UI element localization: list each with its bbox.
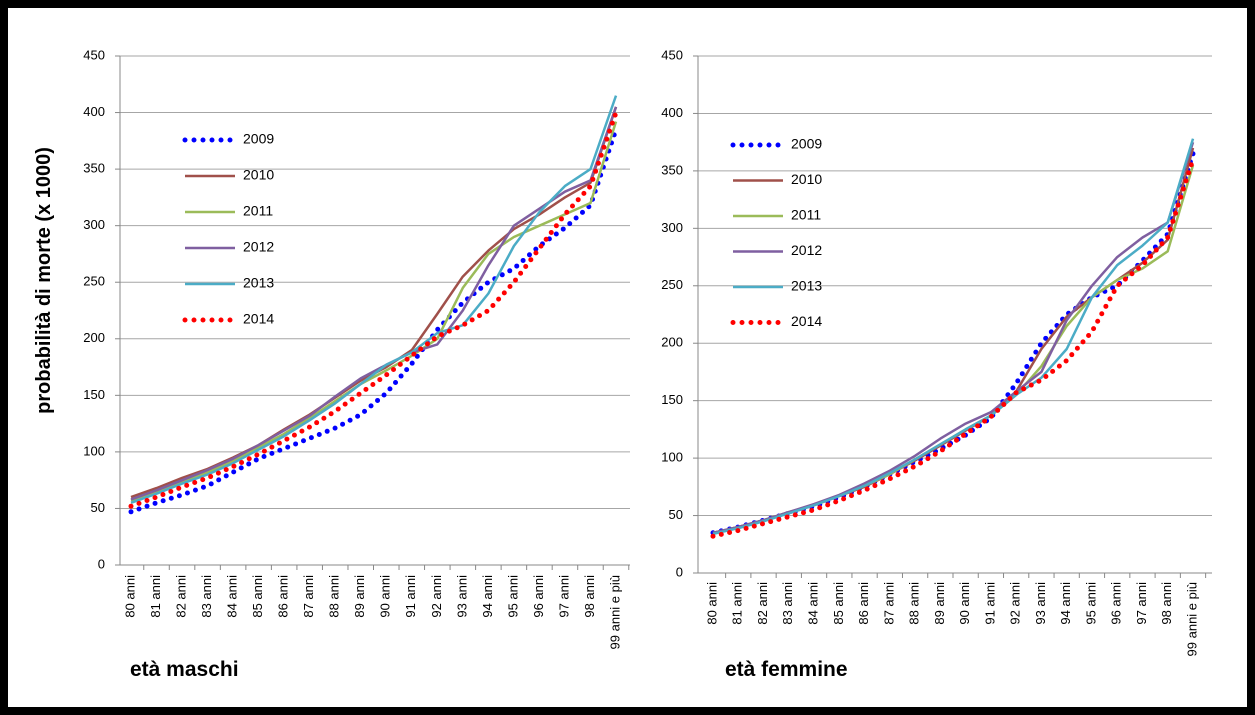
y-tick-label: 100 — [661, 450, 683, 465]
legend-label: 2009 — [791, 136, 822, 152]
y-tick-label: 300 — [83, 217, 105, 232]
x-tick-label: 98 anni — [1159, 582, 1174, 625]
y-tick-label: 250 — [661, 277, 683, 292]
y-tick-label: 250 — [83, 274, 105, 289]
x-axis-title: età femmine — [725, 658, 848, 681]
legend-label: 2012 — [791, 242, 822, 258]
x-tick-label: 93 anni — [454, 575, 469, 618]
x-tick-label: 85 anni — [831, 582, 846, 625]
x-tick-label: 90 anni — [378, 575, 393, 618]
y-axis-title: probabilità di morte (x 1000) — [33, 147, 55, 414]
x-tick-label: 80 anni — [122, 575, 137, 618]
x-tick-label: 86 anni — [276, 575, 291, 618]
y-tick-label: 400 — [83, 104, 105, 119]
x-tick-label: 99 anni e più — [607, 575, 622, 649]
x-tick-label: 90 anni — [957, 582, 972, 625]
y-tick-label: 50 — [91, 500, 105, 515]
y-tick-label: 150 — [83, 387, 105, 402]
legend-label: 2013 — [243, 275, 274, 291]
x-tick-label: 80 anni — [704, 582, 719, 625]
x-tick-label: 83 anni — [780, 582, 795, 625]
y-tick-label: 0 — [98, 556, 105, 571]
x-tick-label: 88 anni — [907, 582, 922, 625]
x-tick-label: 85 anni — [250, 575, 265, 618]
series-line — [130, 95, 618, 504]
y-tick-label: 0 — [676, 564, 683, 579]
x-axis-title: età maschi — [130, 658, 239, 681]
x-tick-label: 86 anni — [856, 582, 871, 625]
x-tick-label: 84 anni — [225, 575, 240, 618]
x-tick-label: 91 anni — [403, 575, 418, 618]
x-tick-label: 94 anni — [480, 575, 495, 618]
y-tick-label: 100 — [83, 443, 105, 458]
y-tick-label: 50 — [669, 507, 683, 522]
series-line — [712, 138, 1195, 536]
y-tick-label: 200 — [661, 335, 683, 350]
x-tick-label: 95 anni — [505, 575, 520, 618]
series-line — [130, 121, 618, 502]
x-tick-label: 97 anni — [1134, 582, 1149, 625]
legend-label: 2010 — [791, 171, 822, 187]
series-line — [128, 110, 619, 509]
x-tick-label: 91 anni — [982, 582, 997, 625]
x-tick-label: 87 anni — [301, 575, 316, 618]
y-tick-label: 200 — [83, 330, 105, 345]
x-tick-label: 95 anni — [1083, 582, 1098, 625]
x-tick-label: 83 anni — [199, 575, 214, 618]
y-tick-label: 350 — [661, 162, 683, 177]
x-tick-label: 82 anni — [173, 575, 188, 618]
legend-label: 2012 — [243, 239, 274, 255]
x-tick-label: 84 anni — [805, 582, 820, 625]
legend-label: 2011 — [791, 207, 821, 223]
y-tick-label: 450 — [661, 47, 683, 62]
legend-label: 2009 — [243, 131, 274, 147]
x-tick-label: 89 anni — [932, 582, 947, 625]
series-line — [128, 127, 619, 515]
legend-label: 2014 — [243, 311, 274, 327]
legend-label: 2013 — [791, 278, 822, 294]
x-tick-label: 92 anni — [1008, 582, 1023, 625]
x-tick-label: 96 anni — [1109, 582, 1124, 625]
x-tick-label: 89 anni — [352, 575, 367, 618]
y-tick-label: 150 — [661, 392, 683, 407]
y-tick-label: 400 — [661, 105, 683, 120]
x-tick-label: 94 anni — [1058, 582, 1073, 625]
series-line — [130, 106, 618, 501]
series-line — [710, 156, 1196, 539]
x-tick-label: 98 anni — [582, 575, 597, 618]
x-tick-label: 99 anni e più — [1184, 582, 1199, 656]
legend-label: 2014 — [791, 313, 822, 329]
x-tick-label: 97 anni — [556, 575, 571, 618]
legend-label: 2011 — [243, 203, 273, 219]
x-tick-label: 81 anni — [148, 575, 163, 618]
x-tick-label: 81 anni — [730, 582, 745, 625]
legend-label: 2010 — [243, 167, 274, 183]
x-tick-label: 92 anni — [429, 575, 444, 618]
y-tick-label: 450 — [83, 47, 105, 62]
x-tick-label: 96 anni — [531, 575, 546, 618]
x-tick-label: 88 anni — [327, 575, 342, 618]
y-tick-label: 300 — [661, 220, 683, 235]
y-tick-label: 350 — [83, 161, 105, 176]
x-tick-label: 93 anni — [1033, 582, 1048, 625]
x-tick-label: 87 anni — [881, 582, 896, 625]
x-tick-label: 82 anni — [755, 582, 770, 625]
